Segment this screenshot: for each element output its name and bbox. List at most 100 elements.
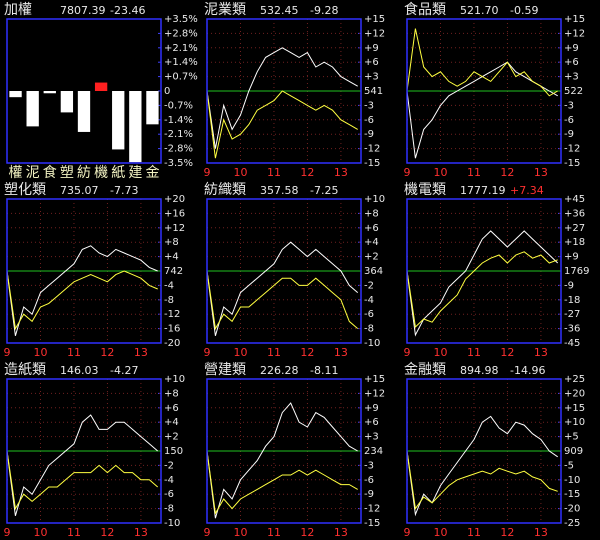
category-label: 紡 xyxy=(77,165,91,181)
y-tick-label: +3.5% xyxy=(164,14,198,25)
y-tick-label: -20 xyxy=(564,504,580,515)
y-tick-label: -12 xyxy=(564,144,580,155)
x-tick-label: 11 xyxy=(267,346,281,359)
y-tick-label: -2 xyxy=(364,280,374,291)
x-tick-label: 10 xyxy=(433,526,447,539)
y-tick-label: -16 xyxy=(164,324,180,335)
y-tick-label: 909 xyxy=(564,446,583,457)
series-line xyxy=(206,47,358,149)
panel-title: 紡織類 xyxy=(204,182,246,198)
y-tick-label: +6 xyxy=(364,57,379,68)
series-line xyxy=(6,450,159,511)
y-tick-label: -2 xyxy=(164,460,174,471)
series-line xyxy=(406,450,558,510)
x-tick-label: 13 xyxy=(334,526,348,539)
y-tick-label: -3.5% xyxy=(164,158,193,169)
x-tick-label: 9 xyxy=(204,166,211,179)
y-tick-label: 0 xyxy=(164,86,170,97)
bar xyxy=(129,91,142,163)
bar xyxy=(9,91,22,98)
bar xyxy=(26,91,39,127)
category-label: 塑 xyxy=(60,165,74,181)
y-tick-label: +12 xyxy=(364,388,385,399)
y-tick-label: +9 xyxy=(364,43,379,54)
y-tick-label: +3 xyxy=(364,72,379,83)
y-tick-label: -8 xyxy=(164,295,174,306)
x-tick-label: 10 xyxy=(433,166,447,179)
panel-change: -23.46 xyxy=(110,4,145,17)
y-tick-label: -9 xyxy=(564,129,574,140)
y-tick-label: -36 xyxy=(564,324,580,335)
y-tick-label: -9 xyxy=(364,489,374,500)
x-tick-label: 10 xyxy=(233,166,247,179)
category-label: 金 xyxy=(145,165,159,181)
y-tick-label: +4 xyxy=(164,417,179,428)
x-tick-label: 12 xyxy=(100,346,114,359)
y-tick-label: +15 xyxy=(364,374,385,385)
y-tick-label: +6 xyxy=(364,417,379,428)
panel-price: 226.28 xyxy=(260,364,299,377)
x-tick-label: 11 xyxy=(467,166,481,179)
y-tick-label: -15 xyxy=(364,158,380,169)
y-tick-label: +2 xyxy=(364,252,379,263)
series-line xyxy=(206,241,359,336)
y-tick-label: 364 xyxy=(364,266,383,277)
y-tick-label: -12 xyxy=(364,504,380,515)
y-tick-label: +6 xyxy=(364,223,379,234)
y-tick-label: -6 xyxy=(364,115,374,126)
y-tick-label: -3 xyxy=(364,100,374,111)
plot-frame xyxy=(6,198,162,344)
y-tick-label: +15 xyxy=(564,403,585,414)
bar xyxy=(77,91,91,132)
y-tick-label: 234 xyxy=(364,446,383,457)
plot-frame xyxy=(206,198,362,344)
y-tick-label: +10 xyxy=(164,374,185,385)
y-tick-label: -2.1% xyxy=(164,129,193,140)
y-tick-label: +5 xyxy=(564,432,579,443)
y-tick-label: -27 xyxy=(564,309,580,320)
x-tick-label: 9 xyxy=(4,346,11,359)
plot-frame xyxy=(406,198,562,344)
y-tick-label: +12 xyxy=(164,223,185,234)
y-tick-label: 522 xyxy=(564,86,583,97)
category-label: 食 xyxy=(43,164,57,181)
bar xyxy=(112,91,125,150)
y-tick-label: -5 xyxy=(564,460,574,471)
y-tick-label: +4 xyxy=(364,237,379,248)
panel-price: 894.98 xyxy=(460,364,499,377)
panel-price: 735.07 xyxy=(60,184,99,197)
y-tick-label: +36 xyxy=(564,208,585,219)
series-line xyxy=(6,414,159,516)
panel-price: 357.58 xyxy=(260,184,299,197)
plot-frame xyxy=(206,378,362,524)
y-tick-label: +6 xyxy=(564,57,579,68)
y-tick-label: -25 xyxy=(564,518,580,529)
panel-title: 造紙類 xyxy=(4,362,46,378)
panel-change: -9.28 xyxy=(310,4,338,17)
x-tick-label: 12 xyxy=(500,346,514,359)
y-tick-label: +10 xyxy=(564,417,585,428)
y-tick-label: -12 xyxy=(364,144,380,155)
y-tick-label: +9 xyxy=(364,403,379,414)
y-tick-label: +20 xyxy=(164,194,185,205)
bar xyxy=(43,91,56,94)
category-label: 紙 xyxy=(111,165,125,181)
x-tick-label: 13 xyxy=(534,346,548,359)
y-tick-label: -6 xyxy=(564,115,574,126)
y-tick-label: +15 xyxy=(564,14,585,25)
y-tick-label: +8 xyxy=(364,208,379,219)
y-tick-label: +12 xyxy=(564,28,585,39)
y-tick-label: +2.1% xyxy=(164,43,198,54)
panel-price: 532.45 xyxy=(260,4,299,17)
x-tick-label: 9 xyxy=(404,526,411,539)
panel-title: 食品類 xyxy=(404,1,446,18)
panel-change: +7.34 xyxy=(510,184,544,197)
bar xyxy=(94,82,108,91)
y-tick-label: -15 xyxy=(564,489,580,500)
y-tick-label: -0.7% xyxy=(164,100,193,111)
series-line xyxy=(206,90,358,159)
series-line xyxy=(406,230,559,337)
category-label: 權 xyxy=(9,165,23,181)
y-tick-label: 541 xyxy=(364,86,383,97)
x-tick-label: 10 xyxy=(33,526,47,539)
